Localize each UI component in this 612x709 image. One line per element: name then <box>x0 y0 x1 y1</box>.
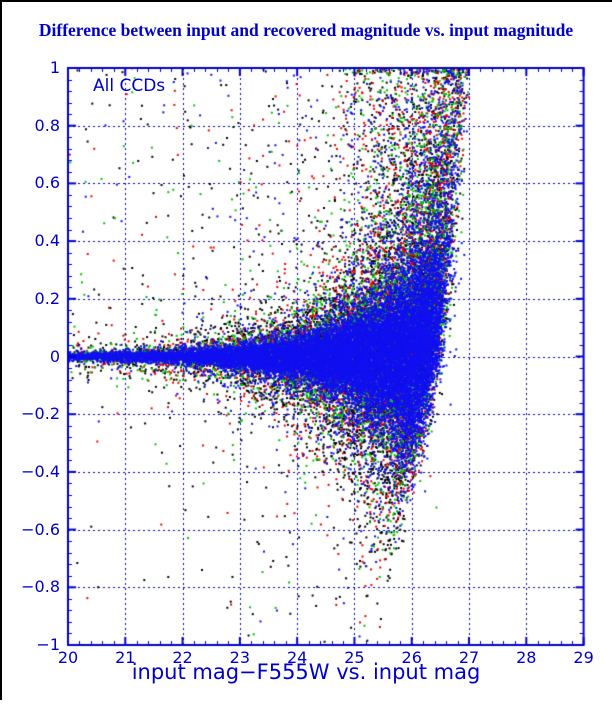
x-tick-label: 21 <box>115 648 136 667</box>
x-tick-label: 24 <box>286 648 308 667</box>
y-tick-label: −0.2 <box>21 404 60 424</box>
chart-title: Difference between input and recovered m… <box>38 20 574 40</box>
y-tick-label: 0.8 <box>34 115 60 135</box>
y-tick-label: 0.6 <box>34 173 60 193</box>
y-tick-label: 0.2 <box>34 288 60 308</box>
x-axis-title: input mag−F555W vs. input mag <box>131 660 481 684</box>
y-tick-label: 1 <box>49 58 60 77</box>
x-tick-label: 22 <box>172 648 193 667</box>
x-tick-label: 25 <box>344 648 365 667</box>
y-tick-label: −1 <box>36 635 60 654</box>
x-tick-label: 28 <box>516 648 537 667</box>
chart-annotation: All CCDs <box>93 76 166 96</box>
y-tick-label: −0.6 <box>21 519 60 539</box>
x-tick-label: 26 <box>401 648 422 667</box>
x-tick-label: 27 <box>458 648 480 667</box>
y-tick-label: 0.4 <box>34 231 60 251</box>
x-tick-label: 23 <box>229 648 251 667</box>
x-tick-label: 29 <box>573 648 594 667</box>
y-tick-label: 0 <box>49 346 60 366</box>
x-tick-label: 20 <box>57 648 79 667</box>
y-tick-label: −0.4 <box>21 461 60 481</box>
y-tick-label: −0.8 <box>21 577 60 597</box>
